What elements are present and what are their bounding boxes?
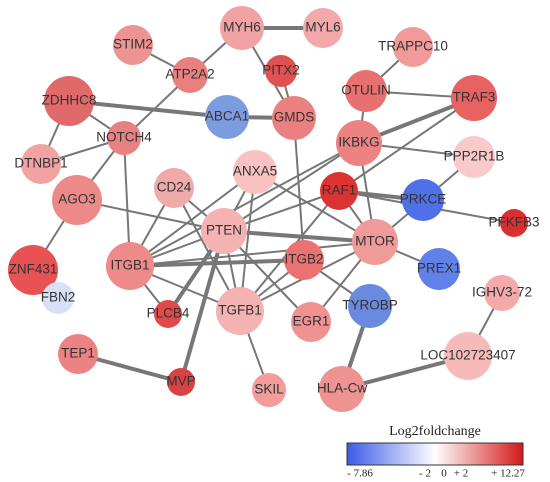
node [252,373,286,407]
edge [129,171,256,267]
node [336,120,382,166]
legend-label: 0 [441,468,447,480]
node [113,25,153,65]
node [284,240,324,280]
node [393,27,433,67]
node-label: SKIL [254,382,284,397]
node [8,245,58,295]
node [21,144,61,184]
node [272,96,316,140]
node-label: ZDHHC8 [42,93,97,108]
nodes: MYH6 MYL6 STIM2 ATP2A2 PITX2 TRAPPC10 ZDHHC8 AB… [8,6,540,412]
node-label: TYROBP [342,298,398,313]
node-label: GMDS [274,110,315,125]
node [44,76,94,126]
node-label: ANXA5 [233,164,277,179]
legend-title: Log2foldchange [389,424,481,439]
node-label: ATP2A2 [165,67,214,82]
node [348,284,392,328]
node-label: RAF1 [322,183,357,198]
node-label: AGO3 [58,192,96,207]
node [303,8,343,48]
node-label: DTNBP1 [14,156,67,171]
edge [129,241,376,267]
node [205,95,249,139]
edge [68,99,228,119]
node-label: FBN2 [41,290,76,305]
node [320,172,358,210]
node [42,282,74,314]
edge [129,258,305,268]
node [265,55,297,87]
node-label: PREX1 [417,261,461,276]
node [319,366,365,412]
node-label: ITGB1 [110,258,149,273]
edge [76,199,225,232]
node-label: TEP1 [61,346,95,361]
edge [223,229,376,244]
node-label: PITX2 [262,63,300,78]
node-label: CD24 [157,180,192,195]
node [233,150,277,194]
node [444,332,492,380]
node-label: PPP2R1B [444,149,505,164]
node-label: HLA-Cw [317,381,368,396]
node-label: ZNF431 [9,262,58,277]
node-label: TRAPPC10 [378,39,448,54]
node-label: PRKCE [400,192,447,207]
legend-label: - 7.86 [347,468,373,480]
legend-gradient [346,442,524,466]
node [154,168,194,208]
node [58,334,98,374]
node-label: IGHV3-72 [472,285,532,300]
node-label: PFKFB3 [488,215,539,230]
edge [254,171,376,243]
node [154,300,182,328]
edge [129,142,360,267]
node-label: NOTCH4 [96,130,152,145]
node-label: TGFB1 [218,303,262,318]
node [291,302,331,342]
node-label: STIM2 [113,37,153,52]
legend-label: + 12.27 [491,468,525,480]
node-label: OTULIN [341,83,391,98]
node [453,136,495,178]
node [216,287,264,335]
edge [338,97,475,192]
node-label: EGR1 [293,314,330,329]
node-label: TRAF3 [453,90,496,105]
edge [179,230,226,383]
node-label: MTOR [355,234,395,249]
legend-label: - 2 [419,468,431,480]
node-label: PTEN [206,223,242,238]
node-label: LOC102723407 [420,348,515,363]
node-label: IKBKG [338,135,379,150]
node [352,219,398,265]
node-label: MYL6 [305,20,340,35]
node-label: ITGB2 [284,252,323,267]
node [500,209,528,237]
node [172,57,208,93]
node [402,179,444,221]
legend: Log2foldchange - 7.86 - 2 0 + 2 + 12.27 [336,420,536,482]
node-label: ABCA1 [205,109,249,124]
node-label: MVP [166,374,195,389]
node [201,208,247,254]
node [106,242,154,290]
edge [223,142,360,232]
legend-label: + 2 [454,468,468,480]
node-label: MYH6 [223,20,261,35]
node [484,275,520,311]
node [167,368,195,396]
node [345,70,387,112]
node-label: PLCB4 [147,306,190,321]
node [107,121,141,155]
node [451,75,497,121]
node [418,248,460,290]
node [52,175,102,225]
node [220,6,264,50]
